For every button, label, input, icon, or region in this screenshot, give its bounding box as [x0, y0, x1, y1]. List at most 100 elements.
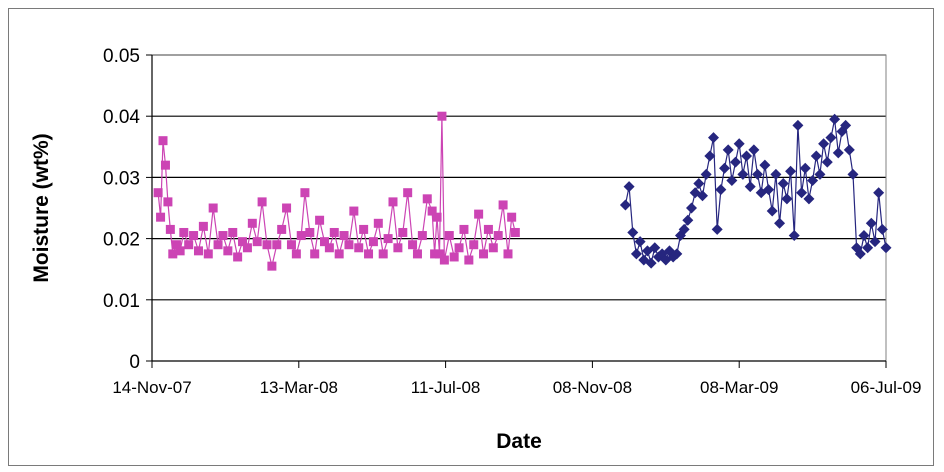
- data-point: [880, 242, 892, 254]
- data-point: [748, 144, 760, 156]
- data-point: [671, 248, 683, 260]
- data-point: [223, 246, 233, 256]
- data-point: [267, 261, 277, 271]
- data-point: [737, 168, 749, 180]
- data-point: [763, 184, 775, 196]
- data-point: [315, 215, 325, 225]
- data-point: [869, 236, 881, 248]
- y-axis-title: Moisture (wt%): [30, 133, 53, 282]
- data-point: [158, 136, 168, 146]
- y-tick-label: 0.04: [103, 107, 140, 128]
- data-point: [189, 231, 199, 241]
- data-point: [469, 240, 479, 250]
- data-point: [193, 246, 203, 256]
- data-point: [203, 249, 213, 259]
- data-point: [233, 252, 243, 262]
- data-point: [803, 193, 815, 205]
- data-point: [781, 193, 793, 205]
- data-point: [153, 188, 163, 198]
- data-point: [398, 227, 408, 237]
- data-point: [862, 242, 874, 254]
- data-point: [876, 223, 888, 235]
- y-axis: 0 0.01 0.02 0.03 0.04 0.05: [103, 46, 153, 373]
- x-tick-label: 14-Nov-07: [112, 378, 191, 397]
- data-point: [282, 203, 292, 213]
- data-point: [814, 168, 826, 180]
- y-tick-label: 0.01: [103, 291, 140, 312]
- data-point: [334, 249, 344, 259]
- data-point: [799, 162, 811, 174]
- data-point: [422, 194, 432, 204]
- data-point: [432, 212, 442, 222]
- data-point: [807, 174, 819, 186]
- data-point: [829, 113, 841, 125]
- data-point: [378, 249, 388, 259]
- data-point: [430, 249, 440, 259]
- data-point: [873, 187, 885, 199]
- data-point: [858, 230, 870, 242]
- data-point: [678, 223, 690, 235]
- data-point: [277, 224, 287, 234]
- data-point: [726, 174, 738, 186]
- data-point: [623, 181, 635, 193]
- data-point: [488, 243, 498, 253]
- data-point: [685, 202, 697, 214]
- data-point: [291, 249, 301, 259]
- data-point: [503, 249, 513, 259]
- data-point: [697, 190, 708, 202]
- data-point: [439, 255, 449, 265]
- data-point: [417, 231, 427, 241]
- data-point: [434, 249, 444, 259]
- data-point: [627, 226, 639, 238]
- data-point: [383, 234, 393, 244]
- series-line: [624, 119, 887, 266]
- data-point: [319, 237, 329, 247]
- data-point: [300, 188, 310, 198]
- data-point: [454, 243, 464, 253]
- data-point: [364, 249, 374, 259]
- data-point: [796, 187, 808, 199]
- data-point: [437, 111, 447, 121]
- data-point: [719, 162, 731, 174]
- data-point: [730, 156, 742, 168]
- data-point: [810, 150, 822, 162]
- x-tick-label: 13-Mar-08: [260, 378, 338, 397]
- data-point: [483, 224, 493, 234]
- data-point: [156, 212, 166, 222]
- data-point: [660, 254, 672, 266]
- x-tick-label: 08-Nov-08: [553, 378, 632, 397]
- data-point: [741, 150, 753, 162]
- data-point: [184, 240, 194, 250]
- data-point: [329, 227, 339, 237]
- series-1: [153, 111, 520, 271]
- data-point: [252, 237, 262, 247]
- data-point: [645, 257, 657, 269]
- data-point: [840, 119, 852, 131]
- data-point: [708, 132, 720, 144]
- plot-area: [151, 54, 887, 362]
- data-point: [498, 200, 508, 210]
- data-point: [832, 147, 844, 159]
- data-point: [715, 184, 727, 196]
- data-point: [373, 218, 383, 228]
- data-point: [296, 231, 306, 241]
- data-point: [198, 221, 208, 231]
- series-layer: [153, 111, 892, 271]
- data-point: [218, 231, 228, 241]
- chart-frame: [8, 8, 934, 466]
- data-point: [770, 168, 782, 180]
- data-point: [700, 168, 712, 180]
- data-point: [507, 212, 517, 222]
- data-point: [393, 243, 403, 253]
- data-point: [464, 255, 474, 265]
- data-point: [711, 223, 723, 235]
- data-point: [171, 240, 181, 250]
- data-point: [619, 199, 631, 211]
- x-tick-label: 11-Jul-08: [411, 378, 481, 397]
- data-point: [412, 249, 422, 259]
- data-point: [427, 206, 437, 216]
- y-tick-label: 0.05: [103, 46, 140, 67]
- data-point: [479, 249, 489, 259]
- data-point: [722, 144, 734, 156]
- data-point: [682, 214, 694, 226]
